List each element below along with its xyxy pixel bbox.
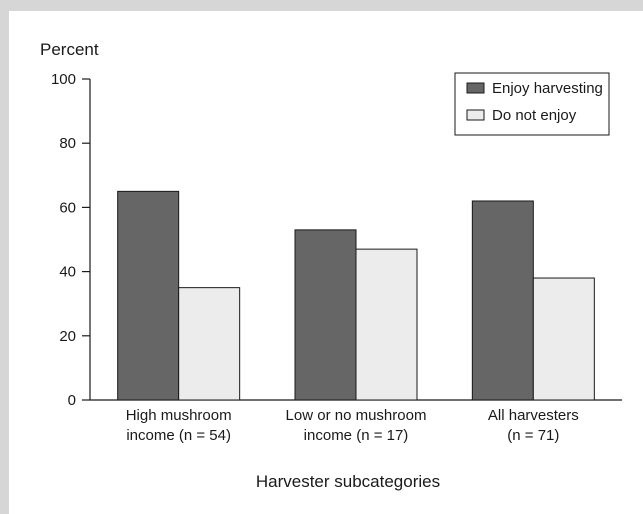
legend: Enjoy harvesting Do not enjoy bbox=[454, 72, 610, 136]
y-tick-label: 0 bbox=[68, 392, 76, 409]
y-tick-label: 100 bbox=[51, 71, 76, 88]
y-tick-label: 60 bbox=[59, 199, 76, 216]
bar bbox=[471, 200, 534, 401]
legend-swatch bbox=[466, 109, 485, 121]
category-labels: High mushroom income (n = 54) Low or no mu… bbox=[126, 407, 579, 444]
x-tick-label: income (n = 54) bbox=[126, 427, 231, 444]
x-tick-label: (n = 71) bbox=[507, 427, 559, 444]
bars bbox=[117, 190, 595, 401]
x-tick-label: income (n = 17) bbox=[304, 427, 409, 444]
x-tick-label: Low or no mushroom bbox=[286, 407, 427, 424]
y-tick-label: 40 bbox=[59, 264, 76, 281]
y-tick-label: 80 bbox=[59, 135, 76, 152]
bar bbox=[355, 248, 418, 401]
legend-label: Enjoy harvesting bbox=[492, 80, 603, 97]
bar bbox=[294, 229, 357, 401]
bar bbox=[532, 277, 595, 401]
x-axis-label: Harvester subcategories bbox=[256, 472, 440, 491]
bar bbox=[117, 190, 180, 401]
x-tick-label: All harvesters bbox=[488, 407, 579, 424]
legend-label: Do not enjoy bbox=[492, 107, 577, 124]
legend-swatch bbox=[466, 82, 485, 94]
x-tick-label: High mushroom bbox=[126, 407, 232, 424]
y-axis-label: Percent bbox=[40, 40, 99, 59]
bar bbox=[178, 287, 241, 401]
y-tick-label: 20 bbox=[59, 328, 76, 345]
